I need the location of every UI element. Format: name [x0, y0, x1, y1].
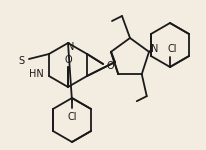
Text: N: N: [151, 44, 159, 54]
Text: S: S: [18, 56, 24, 66]
Text: O: O: [106, 61, 114, 71]
Text: HN: HN: [29, 69, 43, 79]
Text: O: O: [64, 55, 72, 65]
Text: Cl: Cl: [67, 112, 77, 122]
Text: N: N: [67, 42, 75, 52]
Text: Cl: Cl: [167, 44, 177, 54]
